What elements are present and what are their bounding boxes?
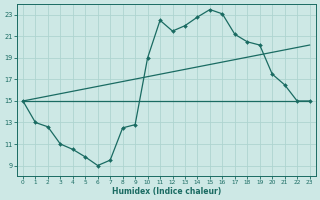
- X-axis label: Humidex (Indice chaleur): Humidex (Indice chaleur): [112, 187, 221, 196]
